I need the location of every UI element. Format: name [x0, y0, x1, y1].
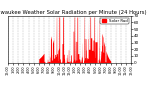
Title: Milwaukee Weather Solar Radiation per Minute (24 Hours): Milwaukee Weather Solar Radiation per Mi…	[0, 10, 146, 15]
Legend: Solar Rad: Solar Rad	[100, 18, 129, 24]
